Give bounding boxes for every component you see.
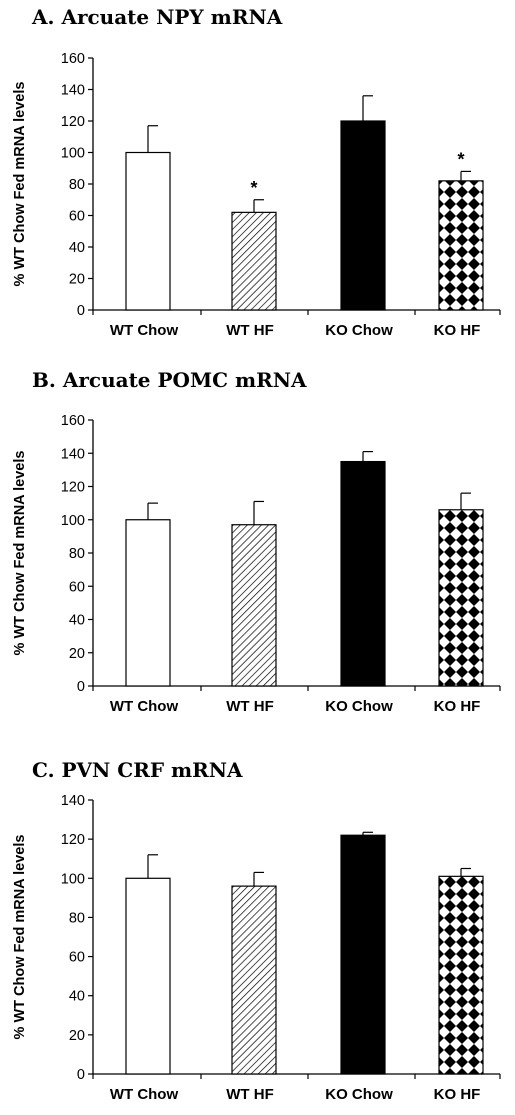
y-tick-label: 160 [61, 413, 85, 429]
y-tick-label: 120 [61, 114, 85, 130]
panel-c-title: C. PVN CRF mRNA [32, 758, 243, 782]
x-category-label: WT HF [226, 322, 273, 339]
bar-wt-hf [231, 524, 277, 687]
y-tick-label: 120 [61, 480, 85, 496]
y-axis-label: % WT Chow Fed mRNA levels [12, 835, 28, 1040]
bar-wt-chow [125, 877, 171, 1075]
bar-ko-hf [438, 180, 484, 311]
bar-wt-hf [231, 211, 277, 311]
y-tick-label: 20 [69, 646, 85, 662]
panel-a: A. Arcuate NPY mRNA % WT Chow Fed mRNA l… [0, 0, 515, 360]
x-category-label: WT Chow [110, 322, 179, 339]
x-category-label: WT Chow [110, 1086, 179, 1103]
panel-b: B. Arcuate POMC mRNA % WT Chow Fed mRNA … [0, 360, 515, 735]
x-category-label: KO Chow [325, 322, 393, 339]
y-tick-label: 80 [69, 546, 85, 562]
y-tick-label: 40 [69, 240, 85, 256]
x-category-label: KO HF [434, 698, 481, 715]
x-category-label: WT Chow [110, 698, 179, 715]
x-category-label: KO Chow [325, 1086, 393, 1103]
y-tick-label: 100 [61, 513, 85, 529]
y-tick-label: 0 [77, 1067, 85, 1083]
x-category-label: KO HF [434, 1086, 481, 1103]
bar-wt-chow [125, 151, 171, 311]
x-category-label: WT HF [226, 1086, 273, 1103]
bar-ko-chow [340, 460, 386, 687]
y-tick-label: 100 [61, 871, 85, 887]
y-tick-label: 120 [61, 832, 85, 848]
y-tick-label: 140 [61, 83, 85, 99]
chart-b: % WT Chow Fed mRNA levels 0 20 40 60 80 100 120… [12, 413, 501, 715]
bar-ko-hf [438, 509, 484, 687]
x-category-label: KO Chow [325, 698, 393, 715]
y-tick-label: 80 [69, 177, 85, 193]
panel-c: C. PVN CRF mRNA % WT Chow Fed mRNA level… [0, 750, 515, 1115]
y-tick-label: 100 [61, 146, 85, 162]
chart-c: % WT Chow Fed mRNA levels 0 20 40 60 80 100 120… [12, 793, 501, 1103]
bar-wt-chow [125, 519, 171, 687]
bar-wt-hf [231, 885, 277, 1075]
y-tick-label: 0 [77, 303, 85, 319]
x-category-label: WT HF [226, 698, 273, 715]
y-tick-label: 60 [69, 950, 85, 966]
bar-ko-chow [340, 834, 386, 1075]
y-tick-label: 140 [61, 793, 85, 809]
y-tick-label: 60 [69, 209, 85, 225]
x-category-label: KO HF [434, 322, 481, 339]
bar-ko-hf [438, 875, 484, 1075]
significance-marker: * [250, 178, 257, 198]
y-axis-label: % WT Chow Fed mRNA levels [12, 451, 28, 656]
panel-b-title: B. Arcuate POMC mRNA [32, 368, 307, 392]
chart-a: % WT Chow Fed mRNA levels 0 20 40 60 80 100 120… [12, 51, 501, 339]
y-tick-label: 80 [69, 910, 85, 926]
y-tick-label: 0 [77, 679, 85, 695]
y-tick-label: 20 [69, 1028, 85, 1044]
y-tick-label: 40 [69, 613, 85, 629]
y-tick-label: 140 [61, 446, 85, 462]
panel-a-title: A. Arcuate NPY mRNA [32, 5, 283, 29]
significance-marker: * [457, 149, 464, 169]
y-tick-label: 160 [61, 51, 85, 67]
y-tick-label: 40 [69, 989, 85, 1005]
bar-ko-chow [340, 120, 386, 311]
y-tick-label: 60 [69, 579, 85, 595]
y-tick-label: 20 [69, 272, 85, 288]
y-axis-label: % WT Chow Fed mRNA levels [12, 82, 28, 287]
